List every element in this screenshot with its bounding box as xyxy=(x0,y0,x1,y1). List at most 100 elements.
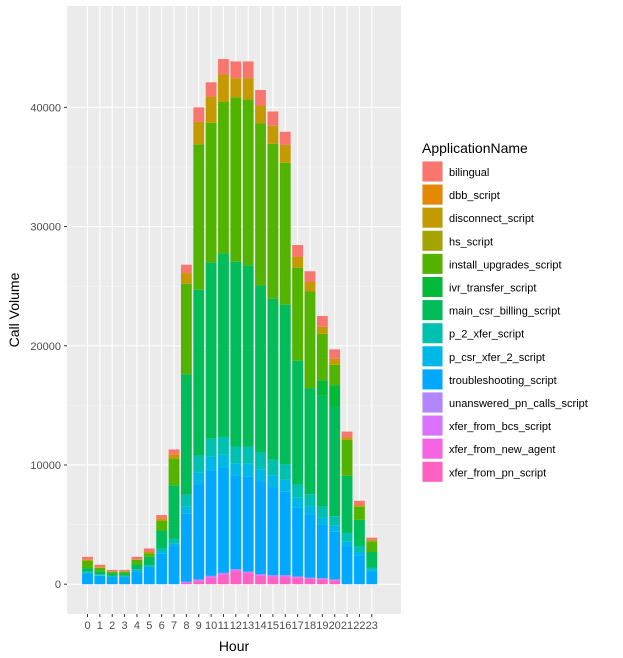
y-tick-label: 40000 xyxy=(30,102,61,114)
bar-segment xyxy=(329,525,341,532)
bar-segment xyxy=(82,571,93,573)
bar-segment xyxy=(218,454,229,468)
legend-label: xfer_from_bcs_script xyxy=(449,421,551,433)
bar-segment xyxy=(267,459,279,476)
bar-segment xyxy=(205,262,217,439)
legend-key xyxy=(422,461,443,482)
bar-segment xyxy=(341,431,353,438)
bar-segment xyxy=(205,575,217,578)
bar-segment xyxy=(279,131,291,145)
legend-label: xfer_from_new_agent xyxy=(449,444,555,456)
bar-segment xyxy=(341,475,353,533)
bar-segment xyxy=(267,577,279,585)
bar-segment xyxy=(279,162,291,305)
bar-segment xyxy=(354,505,365,507)
bar-segment xyxy=(329,358,341,365)
bar-segment xyxy=(230,571,242,585)
bar-segment xyxy=(205,82,217,97)
bar-segment xyxy=(193,107,205,122)
bar-segment xyxy=(180,506,192,514)
x-axis-title: Hour xyxy=(219,638,250,654)
bar-segment xyxy=(292,256,304,268)
legend-key xyxy=(422,253,443,274)
bar-segment xyxy=(119,577,130,585)
bar-segment xyxy=(366,567,378,570)
bar-segment xyxy=(82,573,93,585)
bar-segment xyxy=(193,121,205,145)
bar-segment xyxy=(329,580,341,585)
bar-segment xyxy=(230,78,242,98)
bar-segment xyxy=(156,548,168,553)
bar-segment xyxy=(193,144,205,290)
bar-segment xyxy=(316,380,328,396)
bar-segment xyxy=(106,569,118,572)
x-tick-label: 12 xyxy=(230,620,242,632)
bar-segment xyxy=(82,556,93,560)
legend-key xyxy=(422,207,443,228)
bar-segment xyxy=(329,406,341,517)
bar-segment xyxy=(94,575,106,576)
legend-label: dbb_script xyxy=(449,190,500,202)
legend-label: disconnect_script xyxy=(449,213,534,225)
bar-segment xyxy=(218,574,229,585)
bar-segment xyxy=(193,581,205,585)
bar-segment xyxy=(341,541,353,547)
bar-segment xyxy=(156,518,168,522)
bar-segment xyxy=(205,456,217,471)
bar-segment xyxy=(230,61,242,79)
x-tick-label: 21 xyxy=(341,620,353,632)
y-axis-title: Call Volume xyxy=(6,272,22,347)
bar-segment xyxy=(143,556,155,566)
x-tick-label: 10 xyxy=(205,620,217,632)
bar-segment xyxy=(292,507,304,577)
y-tick-label: 10000 xyxy=(30,460,61,472)
bar-segment xyxy=(156,515,168,519)
bar-segment xyxy=(304,494,316,507)
bar-segment xyxy=(119,571,130,574)
legend-key xyxy=(422,277,443,297)
legend-label: xfer_from_pn_script xyxy=(449,467,546,479)
x-tick-label: 18 xyxy=(304,620,316,632)
bar-segment xyxy=(156,553,168,585)
bar-segment xyxy=(168,546,180,585)
bar-segment xyxy=(180,283,192,375)
bar-segment xyxy=(168,543,180,547)
bar-segment xyxy=(316,578,328,580)
x-tick-label: 11 xyxy=(218,620,229,632)
legend-label: bilingual xyxy=(449,167,489,179)
bar-segment xyxy=(242,61,254,79)
bar-segment xyxy=(329,385,341,407)
bar-segment xyxy=(131,571,143,585)
bar-segment xyxy=(354,555,365,585)
bar-segment xyxy=(205,438,217,457)
bar-segment xyxy=(218,74,229,102)
bar-segment xyxy=(94,567,106,572)
bar-segment xyxy=(94,575,106,585)
bar-segment xyxy=(94,571,106,575)
bar-segment xyxy=(168,459,180,486)
bar-segment xyxy=(119,573,130,576)
bar-segment xyxy=(354,552,365,556)
bar-segment xyxy=(180,273,192,284)
bar-segment xyxy=(255,574,266,576)
x-tick-label: 15 xyxy=(267,620,279,632)
bar-segment xyxy=(366,571,378,585)
bar-segment xyxy=(242,446,254,464)
bar-segment xyxy=(82,560,93,569)
bar-segment xyxy=(218,101,229,254)
bar-segment xyxy=(316,517,328,525)
legend-key xyxy=(422,346,443,367)
bar-segment xyxy=(218,59,229,75)
bar-segment xyxy=(230,97,242,262)
bar-segment xyxy=(341,546,353,585)
bar-segment xyxy=(242,573,254,585)
bar-segment xyxy=(218,467,229,573)
x-tick-label: 9 xyxy=(196,620,202,632)
bar-segment xyxy=(255,452,266,470)
bar-segment xyxy=(255,90,266,106)
legend-key xyxy=(422,392,443,413)
bar-segment xyxy=(329,531,341,580)
bar-segment xyxy=(292,497,304,508)
bar-segment xyxy=(316,395,328,507)
